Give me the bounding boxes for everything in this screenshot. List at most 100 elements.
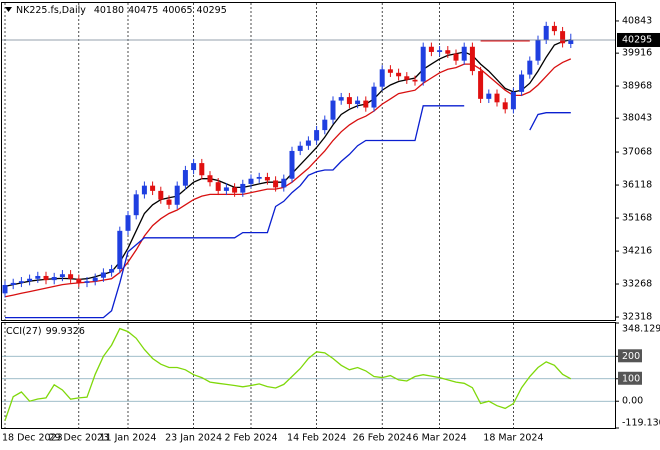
x-tick-label: 26 Feb 2024: [353, 433, 412, 444]
x-tick-label: 14 Feb 2024: [287, 433, 346, 444]
y-tick-label: 0.00: [622, 396, 643, 407]
y-tick-label: 38968: [622, 81, 652, 92]
x-tick-label: 2 Feb 2024: [224, 433, 277, 444]
collapse-icon[interactable]: [5, 7, 12, 12]
y-tick-label: 37068: [622, 147, 652, 158]
y-tick-label: 35168: [622, 213, 652, 224]
candle-body: [535, 39, 541, 61]
open: 40180: [94, 5, 124, 16]
candle-body: [18, 281, 24, 283]
candle-body: [396, 72, 402, 77]
candle-body: [387, 69, 393, 73]
x-tick-label: 6 Mar 2024: [413, 433, 467, 444]
candle-body: [355, 100, 361, 105]
candle-body: [371, 86, 377, 108]
candle-body: [27, 278, 33, 282]
candle-body: [264, 176, 270, 181]
candle-body: [158, 190, 164, 200]
candle-body: [297, 145, 303, 151]
candle-body: [232, 187, 238, 193]
candle-body: [469, 46, 475, 72]
candle-body: [519, 74, 525, 92]
candle-body: [445, 50, 451, 54]
level-label-box: [618, 349, 642, 363]
high: 40475: [128, 5, 158, 16]
indicator-line: [4, 39, 571, 288]
x-tick-label: 11 Jan 2024: [100, 433, 157, 444]
candle-body: [404, 76, 410, 80]
candle-body: [478, 71, 484, 99]
y-tick-label: 39916: [622, 48, 652, 59]
candle-body: [150, 185, 156, 191]
y-tick-label: -119.130: [622, 418, 660, 429]
candle-body: [281, 178, 287, 188]
cci-title: CCI(27): [6, 326, 42, 337]
candle-body: [305, 140, 311, 146]
candle-body: [10, 282, 16, 285]
candle-body: [84, 281, 90, 283]
candle-body: [412, 79, 418, 82]
candle-body: [43, 275, 49, 281]
candle-body: [420, 46, 426, 82]
candle-body: [551, 25, 557, 32]
candle-body: [322, 119, 328, 131]
candle-body: [273, 180, 279, 188]
candle-body: [240, 183, 246, 193]
y-tick-label: 34216: [622, 246, 652, 257]
candle-body: [182, 170, 188, 186]
candle-body: [117, 230, 123, 270]
candle-body: [248, 178, 254, 184]
x-tick-label: 23 Jan 2024: [165, 433, 222, 444]
candle-body: [428, 46, 434, 52]
close: 40295: [197, 5, 227, 16]
candle-body: [338, 97, 344, 101]
y-tick-label: 33268: [622, 279, 652, 290]
symbol: NK225.fs,Daily: [16, 5, 86, 16]
candle-body: [92, 277, 98, 282]
candle-body: [35, 275, 41, 279]
candle-body: [502, 102, 508, 110]
candle-body: [76, 278, 82, 283]
y-tick-label: 200: [622, 351, 640, 362]
low: 40065: [162, 5, 192, 16]
candle-body: [379, 69, 385, 87]
cci-panel: [1, 322, 616, 429]
candle-body: [125, 215, 131, 231]
candle-body: [174, 185, 180, 205]
candle-body: [346, 97, 352, 105]
candle-body: [486, 93, 492, 99]
cci-line: [4, 327, 572, 421]
candle-body: [256, 176, 262, 179]
candle-body: [223, 187, 229, 191]
y-tick-label: 32318: [622, 312, 652, 323]
candle-body: [109, 269, 115, 273]
candle-body: [289, 150, 295, 179]
level-label-box: [618, 371, 642, 385]
candle-body: [568, 39, 574, 44]
candle-body: [59, 274, 65, 278]
candle-body: [330, 100, 336, 120]
indicator-line: [5, 105, 571, 319]
candle-body: [314, 130, 320, 141]
candle-body: [543, 25, 549, 40]
candle-body: [51, 277, 57, 281]
y-tick-label: 38043: [622, 113, 652, 124]
y-tick-label: 36118: [622, 180, 652, 191]
last-price-box: [617, 32, 660, 47]
indicator-line: [4, 58, 572, 298]
candle-body: [461, 46, 467, 61]
main-panel: [1, 2, 616, 321]
candle-body: [100, 272, 106, 278]
candle-body: [133, 194, 139, 216]
y-tick-label: 40843: [622, 15, 652, 26]
candle-body: [2, 284, 8, 294]
cci-value: 99.9326: [46, 326, 85, 337]
candle-body: [363, 100, 369, 108]
candle-body: [215, 182, 221, 191]
y-tick-label: 348.1294: [622, 324, 660, 335]
candle-body: [527, 60, 533, 75]
candle-body: [437, 50, 443, 52]
header: NK225.fs,Daily 40180 40475 40065 40295: [16, 5, 227, 16]
